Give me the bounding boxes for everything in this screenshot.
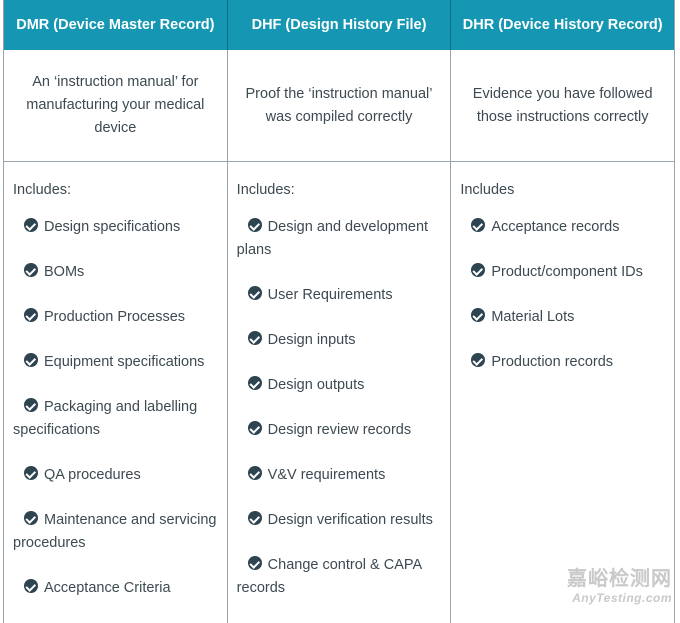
- list-item: BOMs: [13, 261, 227, 284]
- list-item: Maintenance and servicing procedures: [13, 509, 227, 555]
- list-item: Design review records: [237, 419, 451, 442]
- list-item-label: Acceptance records: [491, 219, 620, 235]
- check-circle-icon: [24, 263, 38, 277]
- check-circle-icon: [471, 308, 486, 322]
- check-circle-icon: [24, 579, 38, 593]
- includes-label: Includes:: [13, 182, 72, 198]
- list-item-label: Production records: [491, 354, 614, 370]
- list-item: V&V requirements: [237, 464, 451, 487]
- description-dhf: Proof the ‘instruction manual’ was compi…: [228, 50, 452, 161]
- list-item: Design and development plans: [237, 216, 451, 262]
- list-item: Material Lots: [460, 306, 674, 329]
- watermark-cn: 嘉峪检测网: [567, 568, 672, 590]
- includes-label: Includes:: [236, 182, 295, 198]
- list-item-label: Production Processes: [44, 309, 186, 325]
- list-item: Production records: [460, 351, 674, 374]
- watermark-en: AnyTesting.com: [572, 591, 672, 605]
- check-circle-icon: [24, 353, 38, 367]
- list-item: Equipment specifications: [13, 351, 227, 374]
- header-dhf: DHF (Design History File): [228, 0, 452, 50]
- check-circle-icon: [24, 511, 38, 525]
- check-circle-icon: [471, 263, 486, 277]
- check-circle-icon: [247, 218, 262, 232]
- includes-dhr: Includes Acceptance records Product/comp…: [451, 162, 674, 623]
- list-item-label: Equipment specifications: [44, 354, 205, 370]
- list-item: Acceptance records: [460, 216, 674, 239]
- table-header-row: DMR (Device Master Record) DHF (Design H…: [4, 0, 674, 50]
- check-circle-icon: [247, 376, 262, 390]
- list-item-label: Design review records: [267, 422, 412, 438]
- includes-dhf: Includes: Design and development plans U…: [228, 162, 452, 623]
- list-item: Design specifications: [13, 216, 227, 239]
- description-dmr: An ‘instruction manual’ for manufacturin…: [4, 50, 228, 161]
- check-circle-icon: [471, 353, 486, 367]
- list-item-label: Design inputs: [267, 332, 356, 348]
- includes-row: Includes: Design specifications BOMs Pro…: [4, 162, 674, 623]
- comparison-table: DMR (Device Master Record) DHF (Design H…: [3, 0, 675, 623]
- list-item-label: Packaging and labelling specifications: [13, 399, 198, 438]
- list-item-label: Acceptance Criteria: [44, 580, 171, 596]
- list-item-label: Design outputs: [267, 377, 365, 393]
- list-item-label: Design verification results: [267, 512, 433, 528]
- list-item: Change control & CAPA records: [237, 554, 451, 600]
- list-item: Design verification results: [237, 509, 451, 532]
- check-circle-icon: [247, 331, 262, 345]
- list-item-label: Material Lots: [491, 309, 575, 325]
- list-item-label: Change control & CAPA records: [236, 557, 422, 596]
- watermark: 嘉峪检测网 AnyTesting.com: [567, 562, 672, 605]
- check-circle-icon: [24, 466, 38, 480]
- check-circle-icon: [247, 466, 262, 480]
- check-circle-icon: [24, 308, 38, 322]
- check-circle-icon: [247, 511, 262, 525]
- list-item: Design inputs: [237, 329, 451, 352]
- description-row: An ‘instruction manual’ for manufacturin…: [4, 50, 674, 162]
- list-item-label: BOMs: [44, 264, 85, 280]
- header-dmr: DMR (Device Master Record): [4, 0, 228, 50]
- list-item-label: Maintenance and servicing procedures: [13, 512, 217, 551]
- check-circle-icon: [247, 556, 262, 570]
- list-item: Production Processes: [13, 306, 227, 329]
- list-item-label: Design specifications: [44, 219, 181, 235]
- list-item: User Requirements: [237, 284, 451, 307]
- check-circle-icon: [247, 421, 262, 435]
- list-item: QA procedures: [13, 464, 227, 487]
- includes-dmr: Includes: Design specifications BOMs Pro…: [4, 162, 228, 623]
- list-item-label: Product/component IDs: [491, 264, 643, 280]
- check-circle-icon: [24, 218, 38, 232]
- list-item: Acceptance Criteria: [13, 577, 227, 600]
- check-circle-icon: [247, 286, 262, 300]
- list-item: Design outputs: [237, 374, 451, 397]
- list-item-label: Design and development plans: [236, 219, 429, 258]
- includes-label: Includes: [460, 182, 515, 198]
- header-dhr: DHR (Device History Record): [462, 17, 663, 33]
- list-item-label: QA procedures: [44, 467, 141, 483]
- check-circle-icon: [24, 398, 38, 412]
- check-circle-icon: [471, 218, 486, 232]
- list-item-label: V&V requirements: [267, 467, 386, 483]
- description-dhr: Evidence you have followed those instruc…: [472, 85, 653, 125]
- list-item: Packaging and labelling specifications: [13, 396, 227, 442]
- list-item: Product/component IDs: [460, 261, 674, 284]
- list-item-label: User Requirements: [267, 287, 393, 303]
